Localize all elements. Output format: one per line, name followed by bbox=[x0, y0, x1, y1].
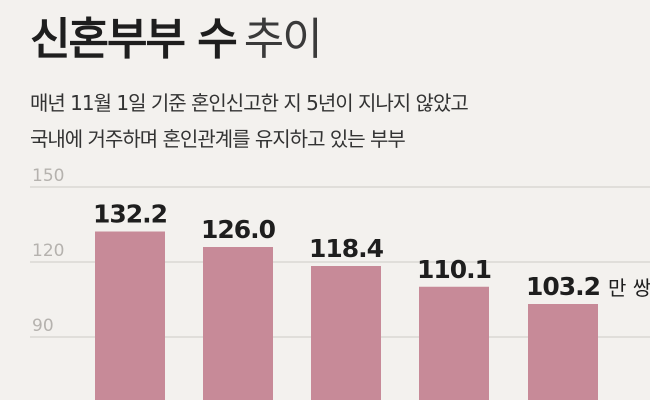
title-secondary: 추이 bbox=[243, 14, 323, 65]
subtitle-line-1: 매년 11월 1일 기준 혼인신고한 지 5년이 지나지 않았고 bbox=[30, 91, 469, 115]
data-label: 132.2 bbox=[93, 200, 167, 229]
unit-label: 만 쌍 bbox=[608, 276, 650, 300]
bar bbox=[203, 247, 273, 400]
bar bbox=[528, 304, 598, 400]
data-label: 110.1 bbox=[417, 255, 491, 284]
bar bbox=[419, 286, 489, 400]
chart-title: 신혼부부 수 추이 bbox=[30, 18, 323, 62]
subtitle-line-2: 국내에 거주하며 혼인관계를 유지하고 있는 부부 bbox=[30, 127, 406, 151]
title-main: 신혼부부 수 bbox=[30, 14, 238, 65]
y-tick-label: 120 bbox=[32, 241, 64, 261]
bar bbox=[95, 231, 165, 400]
y-tick-label: 150 bbox=[32, 166, 64, 186]
data-label: 118.4 bbox=[309, 234, 384, 263]
bar bbox=[311, 266, 381, 400]
y-tick-label: 90 bbox=[32, 316, 54, 336]
data-label: 126.0 bbox=[201, 215, 276, 244]
data-label: 103.2 bbox=[526, 272, 600, 301]
